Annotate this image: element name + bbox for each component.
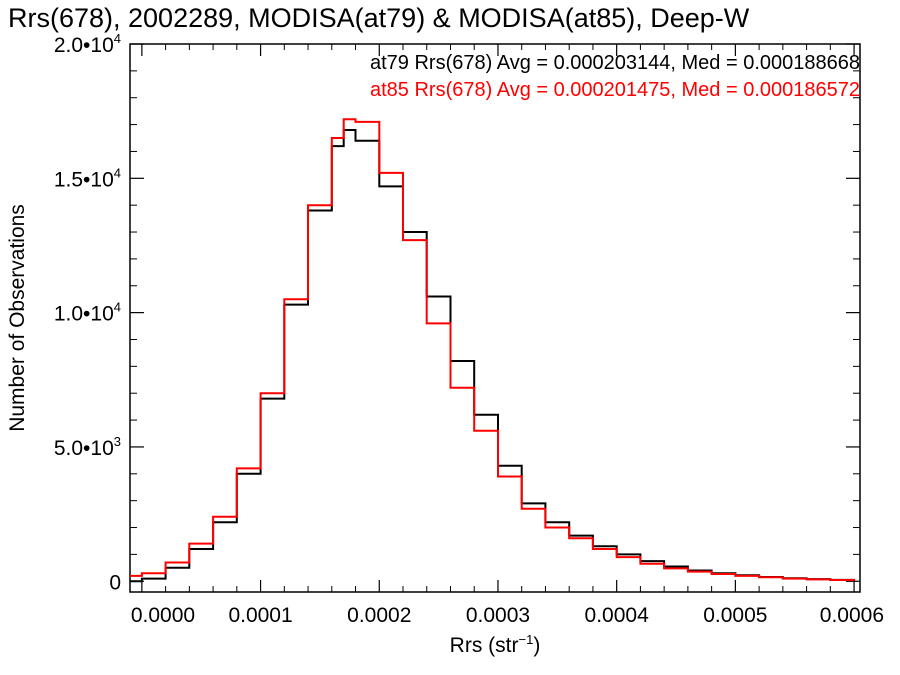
x-tick-label: 0.0006 — [820, 604, 884, 627]
histogram-line-at79 — [130, 129, 856, 583]
tick-labels: 0.0000 0.0001 0.0002 0.0003 0.0004 0.0005 0.00… — [54, 31, 884, 627]
y-tick-exponent: 4 — [114, 31, 121, 46]
y-tick-mantissa: 1.5•10 — [54, 168, 114, 191]
series-layer — [130, 118, 856, 583]
x-axis-title-close: ) — [533, 634, 540, 657]
plot-area-frame — [129, 43, 861, 593]
x-axis-title-text: Rrs (str — [450, 634, 519, 657]
axis-ticks — [130, 43, 860, 592]
x-axis-title-exponent: −1 — [519, 632, 534, 647]
y-tick-label: 1.0•104 — [54, 300, 121, 326]
series-annotation-at79: at79 Rrs(678) Avg = 0.000203144, Med = 0… — [370, 52, 860, 74]
x-tick-label: 0.0003 — [466, 604, 530, 627]
y-tick-label: 5.0•103 — [54, 434, 121, 460]
x-tick-label: 0.0000 — [131, 604, 195, 627]
y-tick-mantissa: 0 — [109, 571, 121, 594]
y-tick-exponent: 3 — [114, 434, 121, 449]
y-axis-title: Number of Observations — [6, 204, 29, 432]
x-tick-label: 0.0005 — [703, 604, 767, 627]
y-tick-mantissa: 2.0•10 — [54, 34, 114, 57]
y-tick-label: 2.0•104 — [54, 31, 121, 57]
y-tick-exponent: 4 — [114, 300, 121, 315]
x-axis-title: Rrs (str−1) — [450, 632, 541, 657]
y-tick-label: 1.5•104 — [54, 165, 121, 191]
y-tick-mantissa: 5.0•10 — [54, 437, 114, 460]
x-tick-label: 0.0001 — [228, 604, 292, 627]
y-tick-exponent: 4 — [114, 165, 121, 180]
y-tick-label: 0 — [109, 571, 121, 594]
x-tick-label: 0.0004 — [585, 604, 650, 627]
x-tick-label: 0.0002 — [347, 604, 411, 627]
chart-title: Rrs(678), 2002289, MODISA(at79) & MODISA… — [8, 3, 750, 33]
histogram-line-at85 — [130, 118, 856, 581]
series-annotation-at85: at85 Rrs(678) Avg = 0.000201475, Med = 0… — [370, 79, 860, 101]
y-tick-mantissa: 1.0•10 — [54, 303, 114, 326]
